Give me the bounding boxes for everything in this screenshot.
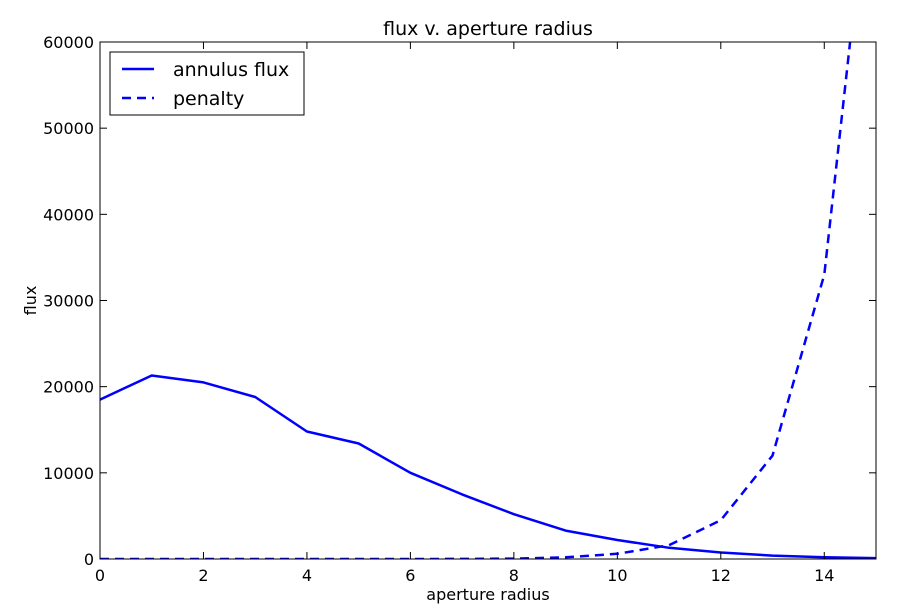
y-axis: 0 10000 20000 30000 40000 50000 60000	[43, 33, 876, 569]
y-tick-label: 60000	[43, 33, 94, 52]
series-group	[100, 42, 876, 559]
series-line-annulus-flux	[100, 374, 876, 559]
x-tick-label: 6	[405, 566, 415, 585]
y-tick-label: 10000	[43, 464, 94, 483]
x-tick-label: 12	[711, 566, 731, 585]
legend-label: annulus flux	[173, 59, 289, 81]
series-line-penalty	[100, 42, 852, 559]
x-tick-label: 14	[814, 566, 834, 585]
chart-title: flux v. aperture radius	[383, 18, 593, 40]
y-axis-label: flux	[21, 286, 40, 316]
x-tick-label: 2	[198, 566, 208, 585]
x-tick-label: 10	[607, 566, 627, 585]
legend-box	[109, 51, 305, 116]
legend-label: penalty	[173, 88, 244, 110]
y-tick-label: 30000	[43, 292, 94, 311]
x-axis-label: aperture radius	[426, 585, 549, 604]
x-tick-label: 4	[302, 566, 312, 585]
x-axis: 0 2 4 6 8 10 12 14	[95, 42, 834, 585]
y-tick-label: 20000	[43, 378, 94, 397]
x-tick-label: 8	[509, 566, 519, 585]
y-tick-label: 50000	[43, 119, 94, 138]
y-tick-label: 0	[84, 550, 94, 569]
y-tick-label: 40000	[43, 205, 94, 224]
legend: annulus flux penalty	[109, 51, 305, 116]
x-tick-label: 0	[95, 566, 105, 585]
